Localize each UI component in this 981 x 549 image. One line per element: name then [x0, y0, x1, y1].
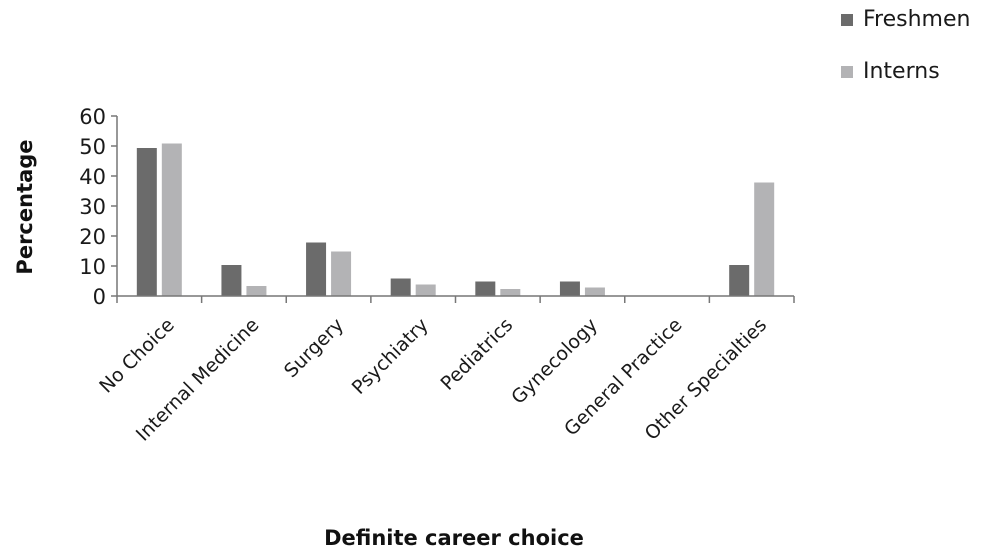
x-category-label-2: Surgery — [280, 314, 348, 382]
y-tick-label-2: 20 — [79, 225, 106, 249]
bar-freshmen-0 — [135, 147, 158, 297]
bar-interns-3 — [414, 283, 437, 297]
bar-freshmen-5 — [558, 280, 581, 297]
x-category-label-4: Pediatrics — [436, 314, 517, 395]
bar-interns-4 — [499, 288, 522, 297]
bar-interns-5 — [583, 286, 606, 297]
x-category-label-5: Gynecology — [507, 314, 602, 409]
legend-swatch-interns — [841, 66, 853, 78]
axes-group — [111, 115, 795, 303]
y-tick-label-6: 60 — [79, 105, 106, 129]
y-tick-label-3: 30 — [79, 195, 106, 219]
bar-interns-1 — [245, 285, 268, 297]
y-tick-label-0: 0 — [93, 285, 106, 309]
legend-label-freshmen: Freshmen — [863, 7, 970, 32]
legend: Freshmen Interns — [841, 7, 970, 84]
bar-interns-2 — [330, 250, 353, 297]
y-tick-labels: 0 10 20 30 40 50 60 — [79, 105, 106, 309]
bar-freshmen-4 — [474, 280, 497, 297]
bars-group — [135, 142, 776, 297]
y-axis-title: Percentage — [13, 139, 37, 274]
x-axis-title: Definite career choice — [324, 526, 584, 549]
bar-freshmen-1 — [220, 264, 243, 297]
bar-interns-0 — [160, 142, 183, 297]
y-tick-label-1: 10 — [79, 255, 106, 279]
bar-freshmen-3 — [389, 277, 412, 297]
x-category-label-3: Psychiatry — [348, 314, 433, 399]
x-category-label-0: No Choice — [95, 314, 179, 398]
y-tick-label-4: 40 — [79, 165, 106, 189]
bar-interns-7 — [753, 181, 776, 297]
legend-label-interns: Interns — [863, 59, 940, 84]
bar-freshmen-7 — [728, 264, 751, 297]
legend-swatch-freshmen — [841, 14, 853, 26]
y-tick-label-5: 50 — [79, 135, 106, 159]
bar-freshmen-2 — [305, 241, 328, 297]
